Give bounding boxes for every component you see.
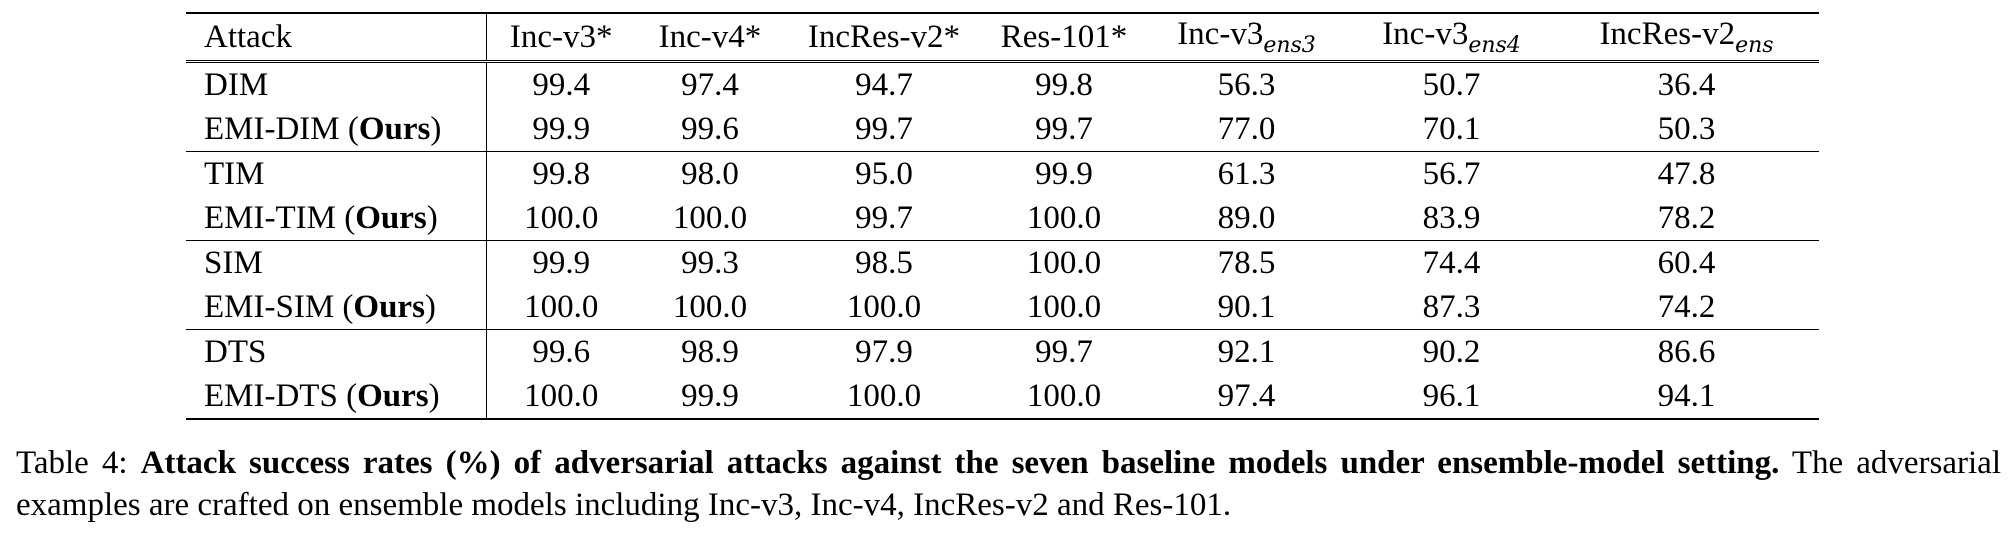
- value-cell: 36.4: [1554, 60, 1819, 107]
- value-cell: 99.9: [984, 151, 1144, 196]
- table-row: DTS 99.6 98.9 97.9 99.7 92.1 90.2 86.6: [186, 329, 1819, 374]
- header-col-6: IncRes-v2ens: [1554, 12, 1819, 62]
- value-cell: 97.4: [636, 60, 784, 107]
- value-cell: 96.1: [1349, 374, 1554, 420]
- value-cell: 95.0: [784, 151, 984, 196]
- value-cell: 74.2: [1657, 288, 1716, 325]
- caption-label: Table 4:: [16, 445, 141, 481]
- value-cell: 100.0: [524, 288, 599, 325]
- header-col-2: IncRes-v2*: [784, 12, 984, 62]
- value-cell: 98.0: [636, 151, 784, 196]
- value-cell: 100.0: [846, 288, 922, 325]
- value-cell: 99.9: [636, 374, 784, 420]
- table-row: EMI-DTS (Ours) 100.0 99.9 100.0 100.0 97.4 96.…: [186, 374, 1819, 420]
- value-cell: 99.7: [855, 110, 913, 147]
- value-cell: 60.4: [1554, 240, 1819, 285]
- results-table-container: Attack Inc-v3* Inc-v4* IncRes-v2* Res-10…: [186, 12, 1819, 420]
- header-col-4: Inc-v3ens3: [1144, 12, 1349, 62]
- value-cell: 78.2: [1657, 199, 1716, 236]
- header-col-1: Inc-v4*: [636, 12, 784, 62]
- value-cell: 77.0: [1217, 110, 1276, 147]
- attack-name-cell: EMI-DTS (Ours): [186, 374, 487, 420]
- value-cell: 99.7: [1035, 110, 1093, 147]
- value-cell: 87.3: [1422, 288, 1481, 325]
- value-cell: 56.3: [1144, 60, 1349, 107]
- value-cell: 99.9: [486, 240, 636, 285]
- value-cell: 97.4: [1144, 374, 1349, 420]
- value-cell: 99.6: [486, 329, 636, 374]
- value-cell: 94.7: [784, 60, 984, 107]
- attack-name-cell: EMI-DIM (Ours): [186, 107, 487, 152]
- value-cell: 100.0: [486, 374, 636, 420]
- value-cell: 100.0: [1026, 288, 1102, 325]
- caption-bold-text: Attack success rates (%) of adversarial …: [140, 445, 1780, 481]
- attack-name-cell: DIM: [186, 60, 487, 107]
- value-cell: 100.0: [984, 240, 1144, 285]
- value-cell: 50.3: [1657, 110, 1716, 147]
- header-attack: Attack: [186, 12, 487, 62]
- attack-name-cell: SIM: [186, 240, 487, 285]
- value-cell: 100.0: [984, 374, 1144, 420]
- value-cell: 89.0: [1217, 199, 1276, 236]
- table-row: EMI-SIM (Ours) 100.0 100.0 100.0 100.0 90.1 87…: [186, 285, 1819, 330]
- value-cell: 74.4: [1349, 240, 1554, 285]
- value-cell: 83.9: [1422, 199, 1481, 236]
- table-row: SIM 99.9 99.3 98.5 100.0 78.5 74.4 60.4: [186, 240, 1819, 285]
- value-cell: 99.8: [486, 151, 636, 196]
- value-cell: 99.7: [855, 199, 913, 236]
- value-cell: 70.1: [1422, 110, 1481, 147]
- attack-name-cell: EMI-TIM (Ours): [186, 196, 487, 241]
- value-cell: 98.9: [636, 329, 784, 374]
- value-cell: 100.0: [1026, 199, 1102, 236]
- value-cell: 97.9: [784, 329, 984, 374]
- attack-name-cell: TIM: [186, 151, 487, 196]
- value-cell: 56.7: [1349, 151, 1554, 196]
- value-cell: 90.2: [1349, 329, 1554, 374]
- value-cell: 99.7: [984, 329, 1144, 374]
- table-row: EMI-DIM (Ours) 99.9 99.6 99.7 99.7 77.0 70.1 50…: [186, 107, 1819, 152]
- header-col-3: Res-101*: [984, 12, 1144, 62]
- value-cell: 99.3: [636, 240, 784, 285]
- value-cell: 47.8: [1554, 151, 1819, 196]
- header-col-0: Inc-v3*: [486, 12, 636, 62]
- attack-name-cell: EMI-SIM (Ours): [186, 285, 487, 330]
- value-cell: 99.8: [984, 60, 1144, 107]
- table-row: EMI-TIM (Ours) 100.0 100.0 99.7 100.0 89.0 83.…: [186, 196, 1819, 241]
- results-table: Attack Inc-v3* Inc-v4* IncRes-v2* Res-10…: [186, 12, 1819, 420]
- value-cell: 100.0: [672, 288, 748, 325]
- table-row: DIM 99.4 97.4 94.7 99.8 56.3 50.7 36.4: [186, 60, 1819, 107]
- value-cell: 90.1: [1217, 288, 1276, 325]
- value-cell: 99.6: [681, 110, 739, 147]
- value-cell: 100.0: [672, 199, 748, 236]
- table-caption: Table 4: Attack success rates (%) of adv…: [16, 442, 2001, 526]
- value-cell: 98.5: [784, 240, 984, 285]
- value-cell: 61.3: [1144, 151, 1349, 196]
- value-cell: 78.5: [1144, 240, 1349, 285]
- value-cell: 86.6: [1554, 329, 1819, 374]
- table-row: TIM 99.8 98.0 95.0 99.9 61.3 56.7 47.8: [186, 151, 1819, 196]
- value-cell: 100.0: [524, 199, 599, 236]
- value-cell: 50.7: [1349, 60, 1554, 107]
- value-cell: 94.1: [1554, 374, 1819, 420]
- header-row: Attack Inc-v3* Inc-v4* IncRes-v2* Res-10…: [186, 12, 1819, 62]
- value-cell: 99.9: [532, 110, 591, 147]
- value-cell: 92.1: [1144, 329, 1349, 374]
- header-col-5: Inc-v3ens4: [1349, 12, 1554, 62]
- value-cell: 100.0: [784, 374, 984, 420]
- attack-name-cell: DTS: [186, 329, 487, 374]
- value-cell: 99.4: [486, 60, 636, 107]
- caption-rest-text: The adversarial examples are crafted on …: [16, 445, 2001, 523]
